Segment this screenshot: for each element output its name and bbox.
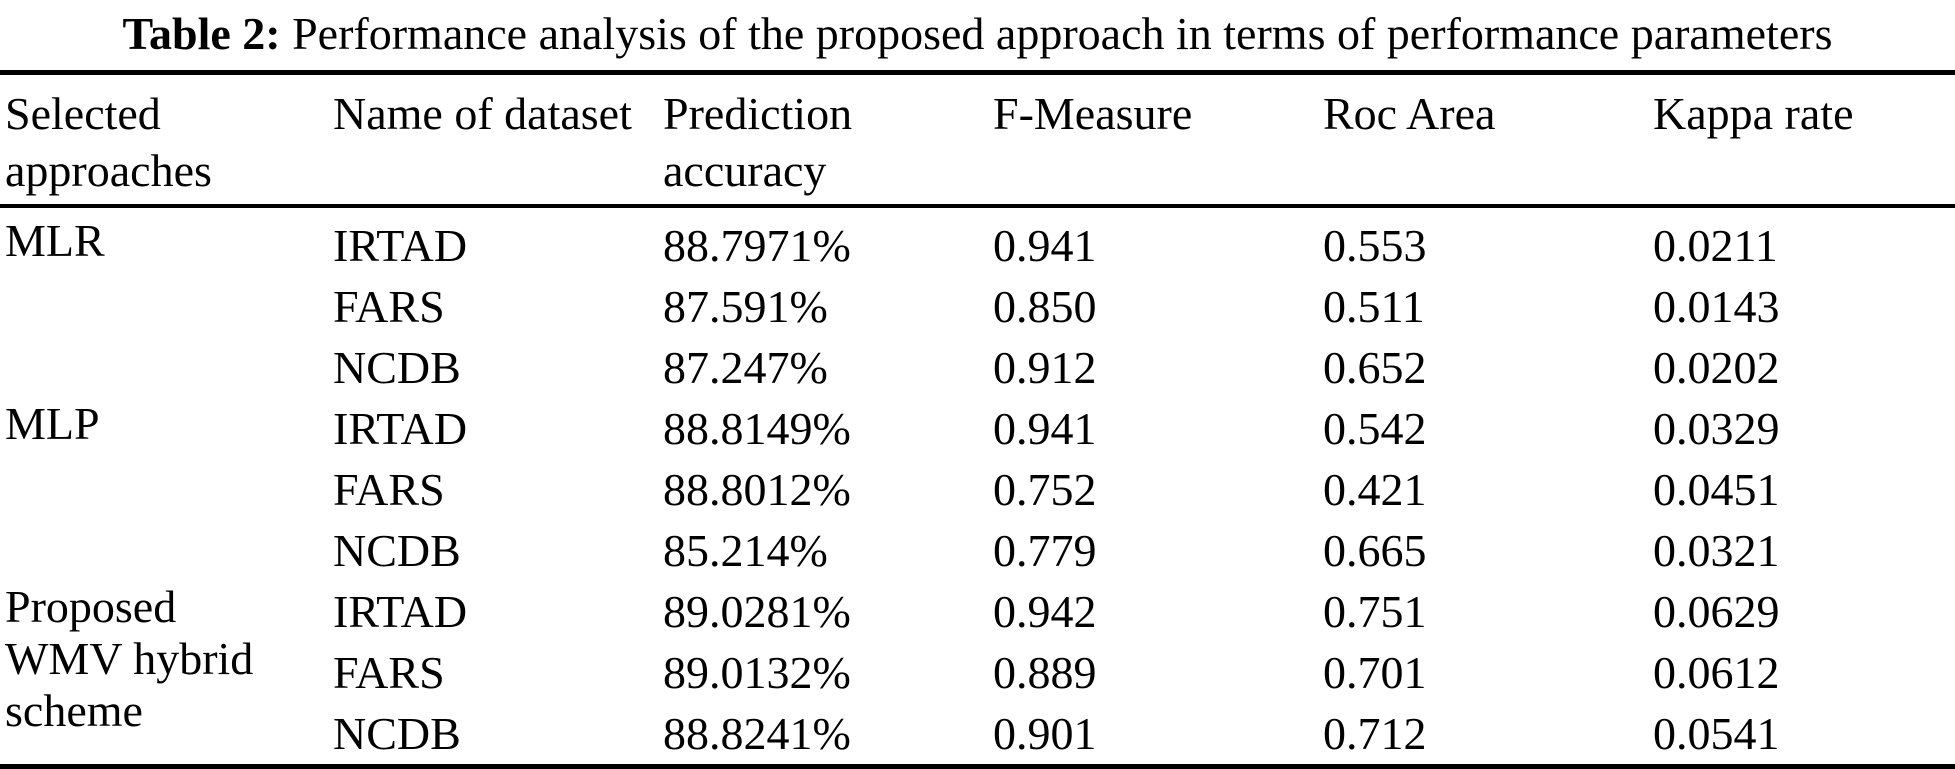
header-label: Roc Area (1323, 88, 1496, 139)
prediction-accuracy-cell: 88.8241% (663, 708, 851, 759)
kappa-rate-cell: 0.0451 (1653, 464, 1780, 515)
f-measure-cell: 0.941 (993, 220, 1097, 271)
roc-area-cell: 0.652 (1323, 342, 1427, 393)
prediction-accuracy-cell: 87.247% (663, 342, 828, 393)
dataset-cell: FARS (333, 647, 445, 698)
approach-cell-mlr: MLR (0, 206, 328, 398)
header-label: Prediction accuracy (663, 88, 853, 196)
prediction-accuracy-cell: 88.8012% (663, 464, 851, 515)
approach-label: Proposed WMV hybrid scheme (5, 581, 254, 736)
table-row: FARS 89.0132% 0.889 0.701 0.0612 (0, 642, 1955, 703)
roc-area-cell: 0.553 (1323, 220, 1427, 271)
header-label: Selected approaches (5, 88, 212, 196)
dataset-cell: IRTAD (333, 220, 468, 271)
header-f-measure: F-Measure (988, 72, 1318, 208)
kappa-rate-cell: 0.0629 (1653, 586, 1780, 637)
prediction-accuracy-cell: 88.8149% (663, 403, 851, 454)
f-measure-cell: 0.779 (993, 525, 1097, 576)
f-measure-cell: 0.912 (993, 342, 1097, 393)
header-roc-area: Roc Area (1318, 72, 1648, 208)
kappa-rate-cell: 0.0541 (1653, 708, 1780, 759)
table-caption: Table 2: Performance analysis of the pro… (0, 0, 1955, 62)
table-row: MLP IRTAD 88.8149% 0.941 0.542 0.0329 (0, 398, 1955, 459)
approach-cell-mlp: MLP (0, 398, 328, 581)
header-row: Selected approaches Name of dataset Pred… (0, 72, 1955, 208)
kappa-rate-cell: 0.0321 (1653, 525, 1780, 576)
approach-label: MLP (5, 398, 100, 449)
table-caption-text: Performance analysis of the proposed app… (292, 8, 1833, 59)
approach-label: MLR (5, 215, 105, 266)
dataset-cell: FARS (333, 281, 445, 332)
dataset-cell: NCDB (333, 525, 461, 576)
table-row: Proposed WMV hybrid scheme IRTAD 89.0281… (0, 581, 1955, 736)
kappa-rate-cell: 0.0202 (1653, 342, 1780, 393)
table-body: MLR IRTAD 88.7971% 0.941 0.553 0.0211 FA… (0, 206, 1955, 767)
dataset-cell: NCDB (333, 708, 461, 759)
prediction-accuracy-cell: 89.0281% (663, 586, 851, 637)
f-measure-cell: 0.941 (993, 403, 1097, 454)
table-row: NCDB 85.214% 0.779 0.665 0.0321 (0, 520, 1955, 581)
f-measure-cell: 0.752 (993, 464, 1097, 515)
roc-area-cell: 0.421 (1323, 464, 1427, 515)
kappa-rate-cell: 0.0612 (1653, 647, 1780, 698)
table-header: Selected approaches Name of dataset Pred… (0, 72, 1955, 208)
table-caption-label: Table 2: (122, 8, 281, 59)
table-row: NCDB 88.8241% 0.901 0.712 0.0541 (0, 703, 1955, 767)
f-measure-cell: 0.942 (993, 586, 1097, 637)
header-label: F-Measure (993, 88, 1193, 139)
table-row: NCDB 87.247% 0.912 0.652 0.0202 (0, 337, 1955, 398)
roc-area-cell: 0.542 (1323, 403, 1427, 454)
kappa-rate-cell: 0.0329 (1653, 403, 1780, 454)
prediction-accuracy-cell: 87.591% (663, 281, 828, 332)
performance-table: Selected approaches Name of dataset Pred… (0, 70, 1955, 769)
dataset-cell: FARS (333, 464, 445, 515)
f-measure-cell: 0.889 (993, 647, 1097, 698)
header-prediction-accuracy: Prediction accuracy (658, 72, 988, 208)
kappa-rate-cell: 0.0211 (1653, 220, 1778, 271)
dataset-cell: NCDB (333, 342, 461, 393)
roc-area-cell: 0.701 (1323, 647, 1427, 698)
header-label: Name of dataset (333, 88, 632, 139)
kappa-rate-cell: 0.0143 (1653, 281, 1780, 332)
approach-cell-proposed-wmv: Proposed WMV hybrid scheme (0, 581, 328, 767)
prediction-accuracy-cell: 88.7971% (663, 220, 851, 271)
table-row: FARS 87.591% 0.850 0.511 0.0143 (0, 276, 1955, 337)
f-measure-cell: 0.901 (993, 708, 1097, 759)
prediction-accuracy-cell: 85.214% (663, 525, 828, 576)
table-row: FARS 88.8012% 0.752 0.421 0.0451 (0, 459, 1955, 520)
roc-area-cell: 0.665 (1323, 525, 1427, 576)
dataset-cell: IRTAD (333, 403, 468, 454)
prediction-accuracy-cell: 89.0132% (663, 647, 851, 698)
roc-area-cell: 0.712 (1323, 708, 1427, 759)
header-name-of-dataset: Name of dataset (328, 72, 658, 208)
header-label: Kappa rate (1653, 88, 1854, 139)
header-kappa-rate: Kappa rate (1648, 72, 1955, 208)
roc-area-cell: 0.751 (1323, 586, 1427, 637)
f-measure-cell: 0.850 (993, 281, 1097, 332)
dataset-cell: IRTAD (333, 586, 468, 637)
roc-area-cell: 0.511 (1323, 281, 1425, 332)
table-row: MLR IRTAD 88.7971% 0.941 0.553 0.0211 (0, 206, 1955, 276)
header-selected-approaches: Selected approaches (0, 72, 328, 208)
